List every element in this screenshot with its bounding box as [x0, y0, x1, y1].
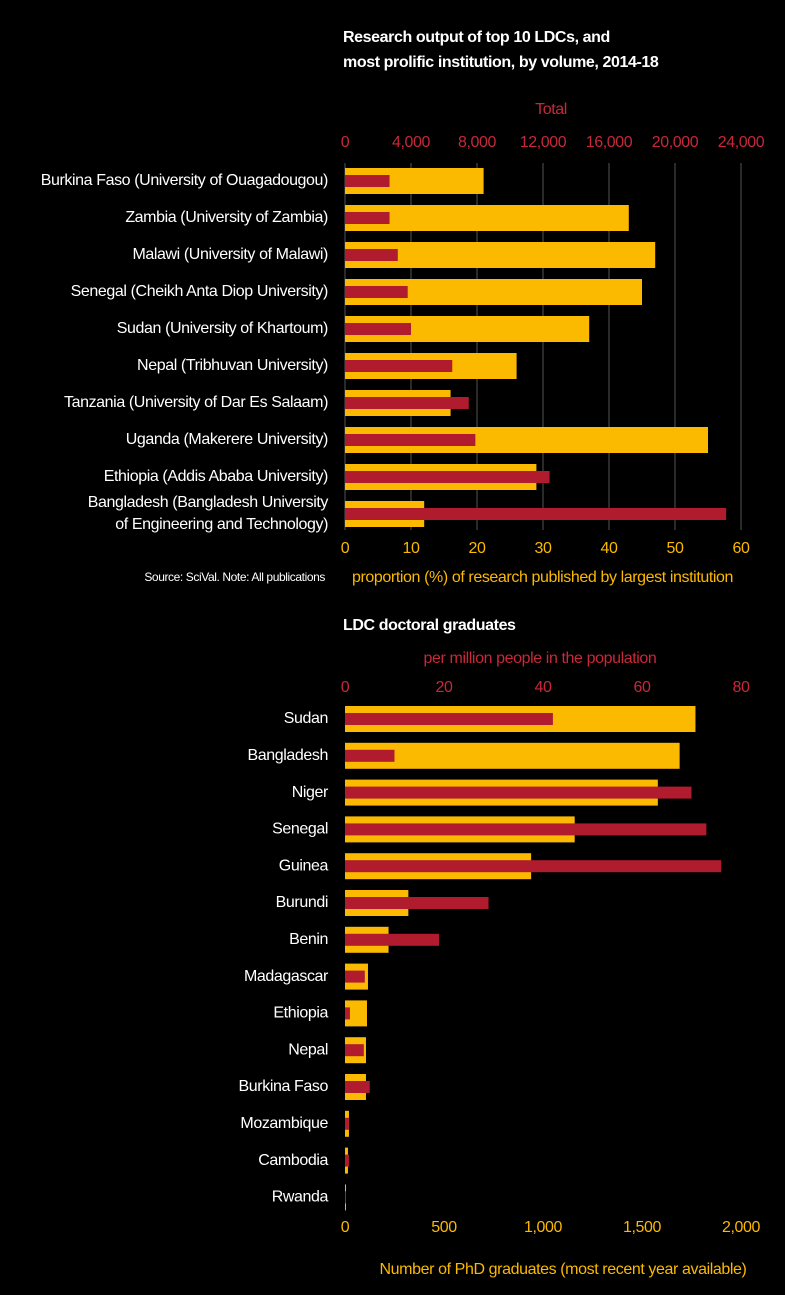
bar — [345, 1000, 367, 1027]
bar — [345, 286, 408, 298]
bar — [345, 713, 553, 725]
bar — [345, 1154, 349, 1167]
bar — [345, 1191, 346, 1204]
category-label: Bangladesh (Bangladesh University of Engi… — [88, 494, 329, 533]
bar — [345, 249, 398, 261]
bottom-tick-label: 0 — [341, 1219, 350, 1236]
top-axis-title: per million people in the population — [424, 650, 657, 667]
category-label: Senegal — [272, 821, 328, 838]
top-tick-label: 0 — [341, 679, 350, 696]
top-tick-label: 60 — [634, 679, 651, 696]
top-tick-label: 20,000 — [652, 134, 699, 151]
category-label: Mozambique — [240, 1115, 328, 1132]
chart-title: LDC doctoral graduates — [343, 617, 516, 634]
category-label: Uganda (Makerere University) — [126, 431, 328, 448]
bar — [345, 434, 476, 446]
bottom-tick-label: 500 — [431, 1219, 457, 1236]
category-label: Burkina Faso (University of Ouagadougou) — [41, 172, 328, 189]
top-tick-label: 12,000 — [520, 134, 567, 151]
bar — [345, 508, 727, 520]
category-label: Sudan — [284, 710, 328, 727]
bar — [345, 323, 411, 335]
category-label: Tanzania (University of Dar Es Salaam) — [64, 394, 328, 411]
bar — [345, 823, 707, 836]
bottom-tick-label: 1,000 — [524, 1219, 563, 1236]
category-label: Malawi (University of Malawi) — [132, 246, 328, 263]
bottom-tick-label: 10 — [403, 540, 420, 557]
category-label: Ethiopia (Addis Ababa University) — [104, 468, 328, 485]
category-label: Nepal — [288, 1041, 328, 1058]
category-label: Nepal (Tribhuvan University) — [137, 357, 328, 374]
category-label: Benin — [289, 931, 328, 948]
bottom-tick-label: 30 — [535, 540, 552, 557]
bar — [345, 1117, 349, 1130]
top-tick-label: 24,000 — [718, 134, 765, 151]
category-label: Cambodia — [258, 1152, 328, 1169]
bottom-tick-label: 50 — [667, 540, 684, 557]
bottom-tick-label: 20 — [469, 540, 486, 557]
category-label: Niger — [292, 784, 329, 801]
bar — [345, 397, 469, 409]
bottom-tick-label: 40 — [601, 540, 618, 557]
bottom-tick-label: 2,000 — [722, 1219, 761, 1236]
top-tick-label: 80 — [733, 679, 750, 696]
top-tick-label: 20 — [436, 679, 453, 696]
bar — [345, 1081, 370, 1093]
top-tick-label: 4,000 — [392, 134, 431, 151]
category-label: Senegal (Cheikh Anta Diop University) — [71, 283, 328, 300]
bar — [345, 860, 722, 873]
category-label: Guinea — [279, 857, 329, 874]
category-label: Burundi — [276, 894, 328, 911]
bottom-tick-label: 0 — [341, 540, 350, 557]
source-note: Source: SciVal. Note: All publications — [144, 570, 325, 584]
bar — [345, 471, 550, 483]
top-tick-label: 8,000 — [458, 134, 497, 151]
top-tick-label: 16,000 — [586, 134, 633, 151]
top-axis-title: Total — [535, 101, 567, 118]
category-label: Zambia (University of Zambia) — [125, 209, 328, 226]
bottom-tick-label: 60 — [733, 540, 750, 557]
bar — [345, 786, 692, 799]
category-label: Bangladesh — [247, 747, 328, 764]
bar — [345, 970, 365, 983]
bar — [345, 897, 489, 909]
bar — [345, 175, 390, 187]
bar — [345, 742, 680, 769]
bar — [345, 212, 390, 224]
bar — [345, 1044, 364, 1057]
bottom-axis-title: proportion (%) of research published by … — [352, 569, 733, 586]
bar — [345, 933, 440, 946]
category-label: Madagascar — [244, 968, 329, 985]
category-label: Rwanda — [272, 1189, 329, 1206]
category-label: Burkina Faso — [239, 1078, 329, 1095]
category-label: Sudan (University of Khartoum) — [117, 320, 328, 337]
bottom-axis-title: Number of PhD graduates (most recent yea… — [380, 1261, 747, 1278]
top-tick-label: 0 — [341, 134, 350, 151]
top-tick-label: 40 — [535, 679, 552, 696]
bar — [345, 749, 395, 762]
bar — [345, 360, 453, 372]
chart-title: Research output of top 10 LDCs, and most … — [343, 29, 659, 71]
bar — [345, 1007, 350, 1020]
category-label: Ethiopia — [273, 1005, 328, 1022]
bar — [345, 205, 629, 231]
bottom-tick-label: 1,500 — [623, 1219, 662, 1236]
